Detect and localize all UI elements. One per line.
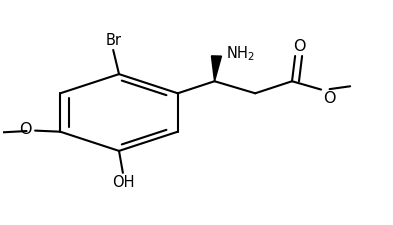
Text: NH$_2$: NH$_2$ [226, 45, 255, 63]
Text: Br: Br [105, 33, 121, 48]
Text: O: O [293, 39, 306, 54]
Text: O: O [20, 122, 32, 137]
Text: OH: OH [112, 176, 135, 191]
Text: O: O [323, 91, 336, 106]
Polygon shape [211, 56, 222, 81]
